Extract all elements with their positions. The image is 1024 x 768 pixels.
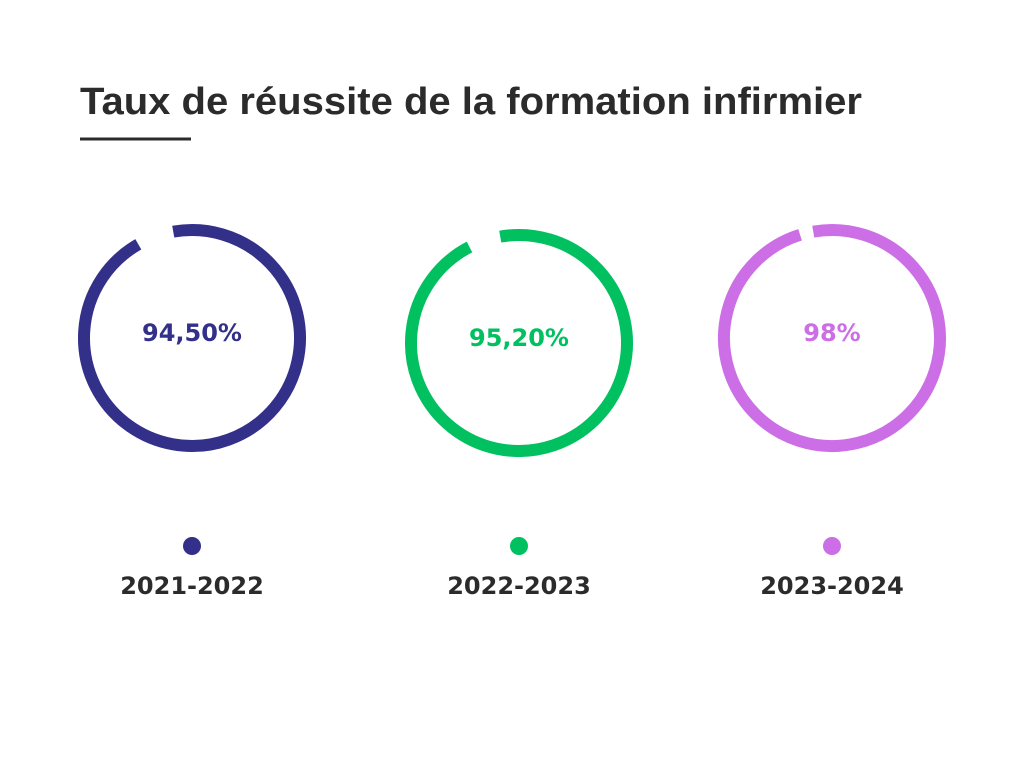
chart-title: Taux de réussite de la formation infirmi… [80, 81, 862, 123]
legend-label: 2021-2022 [120, 572, 264, 600]
legend-label: 2023-2024 [760, 572, 904, 600]
progress-arc [405, 229, 633, 457]
value-label: 98% [803, 319, 860, 347]
legend-dot [823, 537, 841, 555]
legend-dot [510, 537, 528, 555]
legend-label: 2022-2023 [447, 572, 591, 600]
value-label: 95,20% [469, 324, 569, 352]
legend-dot [183, 537, 201, 555]
progress-arc [78, 224, 306, 452]
value-label: 94,50% [142, 319, 242, 347]
progress-arc [718, 224, 946, 452]
